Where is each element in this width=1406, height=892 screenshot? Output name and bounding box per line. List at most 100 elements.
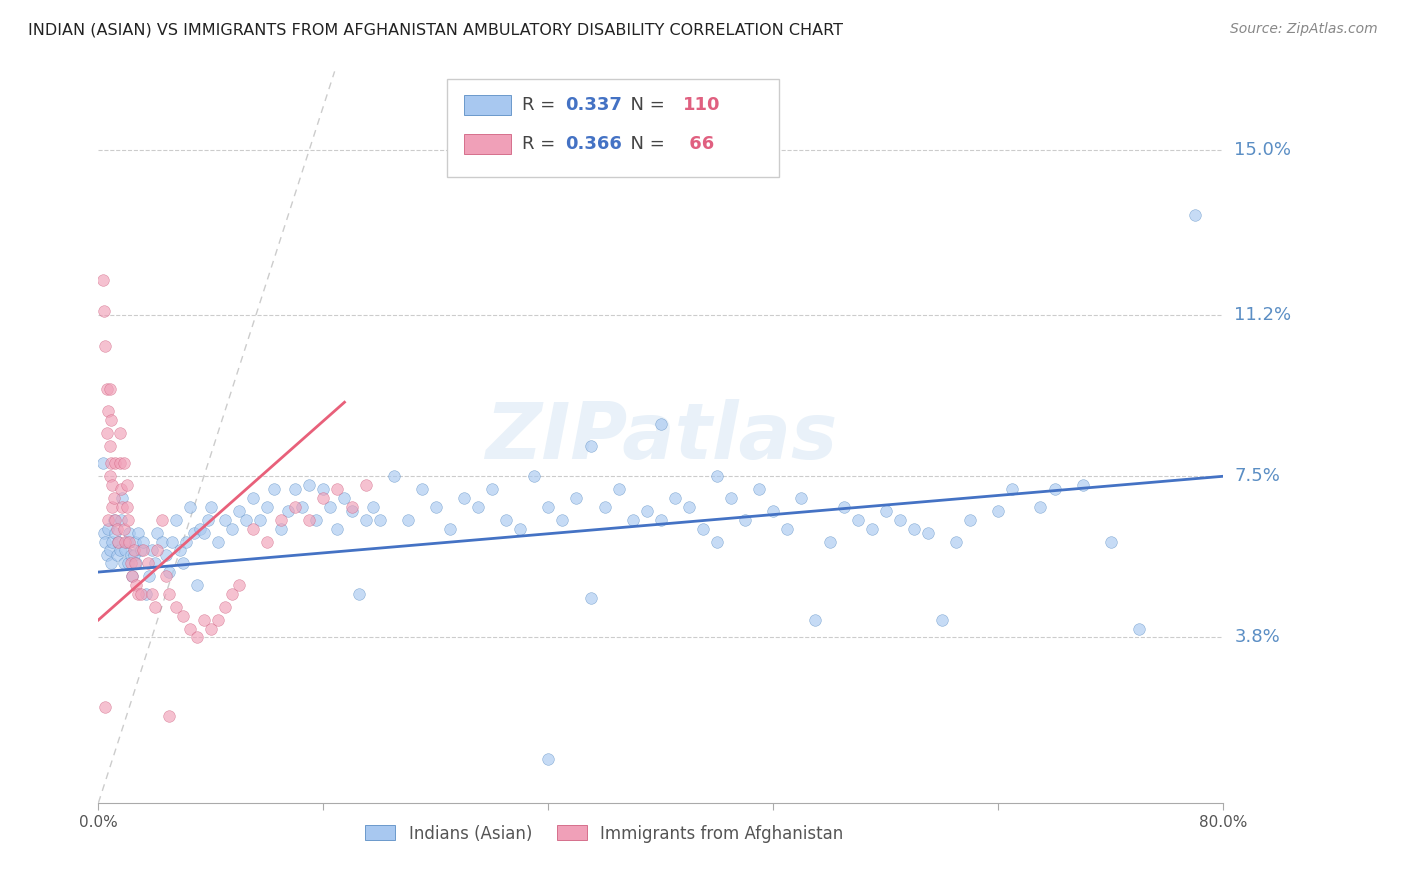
Point (108, 543, 131, 558)
Point (125, 557, 148, 571)
Point (165, 513, 187, 527)
Point (312, 483, 335, 497)
Point (207, 613, 229, 627)
Point (748, 483, 770, 497)
Point (121, 569, 143, 583)
Point (146, 525, 169, 540)
Point (112, 456, 135, 470)
Point (103, 513, 125, 527)
Point (129, 543, 152, 558)
Point (467, 500, 489, 514)
Text: N =: N = (619, 96, 671, 114)
Point (124, 557, 146, 571)
Point (157, 565, 180, 579)
Point (214, 599, 236, 614)
Point (235, 513, 257, 527)
Point (340, 504, 363, 518)
Point (481, 483, 503, 497)
Point (104, 525, 127, 540)
Point (96, 425, 118, 440)
Point (98, 439, 121, 453)
Point (160, 534, 183, 549)
Text: 7.5%: 7.5% (1234, 467, 1281, 485)
Point (790, 491, 813, 505)
Point (120, 548, 142, 562)
Point (734, 513, 756, 527)
Point (97, 404, 120, 418)
Point (115, 478, 138, 492)
Point (110, 513, 132, 527)
Point (105, 548, 128, 562)
Point (818, 534, 841, 549)
Point (256, 500, 278, 514)
FancyBboxPatch shape (464, 134, 512, 154)
Point (495, 513, 517, 527)
Point (846, 513, 869, 527)
Point (396, 513, 419, 527)
Point (100, 456, 122, 470)
Point (111, 500, 134, 514)
Point (111, 491, 134, 505)
Point (183, 525, 205, 540)
Text: 110: 110 (683, 96, 721, 114)
Point (165, 599, 187, 614)
Point (326, 521, 349, 535)
Point (121, 569, 143, 583)
FancyBboxPatch shape (464, 95, 512, 115)
Point (804, 613, 827, 627)
Point (125, 578, 148, 592)
Point (117, 513, 139, 527)
Point (256, 534, 278, 549)
Point (155, 548, 177, 562)
Point (270, 513, 292, 527)
Point (860, 521, 883, 535)
Point (537, 752, 560, 766)
Point (284, 483, 307, 497)
Point (143, 557, 166, 571)
Point (94, 700, 117, 714)
Point (621, 513, 644, 527)
Point (1128, 622, 1150, 636)
Text: Source: ZipAtlas.com: Source: ZipAtlas.com (1230, 22, 1378, 37)
Point (94, 534, 117, 549)
Point (607, 483, 630, 497)
Point (101, 478, 124, 492)
Point (411, 483, 433, 497)
Text: 15.0%: 15.0% (1234, 141, 1291, 159)
Point (242, 521, 264, 535)
Point (122, 543, 145, 558)
Point (124, 534, 146, 549)
Point (93, 303, 115, 318)
Point (143, 599, 166, 614)
Point (636, 504, 658, 518)
Point (193, 525, 215, 540)
Point (228, 504, 250, 518)
Point (122, 548, 145, 562)
Point (91, 273, 114, 287)
Point (1099, 534, 1122, 549)
Point (453, 491, 475, 505)
Point (228, 578, 250, 592)
Point (100, 412, 122, 426)
Text: 0.337: 0.337 (565, 96, 621, 114)
Point (249, 513, 271, 527)
Point (132, 534, 155, 549)
FancyBboxPatch shape (447, 78, 779, 178)
Text: 3.8%: 3.8% (1234, 628, 1279, 647)
Point (150, 513, 173, 527)
Point (361, 500, 384, 514)
Point (319, 500, 342, 514)
Point (138, 569, 160, 583)
Point (221, 587, 243, 601)
Point (179, 622, 201, 636)
Point (509, 521, 531, 535)
Text: R =: R = (523, 96, 561, 114)
Point (200, 622, 222, 636)
Point (987, 504, 1010, 518)
Point (179, 500, 201, 514)
Point (98, 543, 121, 558)
Point (129, 587, 152, 601)
Point (174, 534, 197, 549)
Point (93, 525, 115, 540)
Point (875, 504, 897, 518)
